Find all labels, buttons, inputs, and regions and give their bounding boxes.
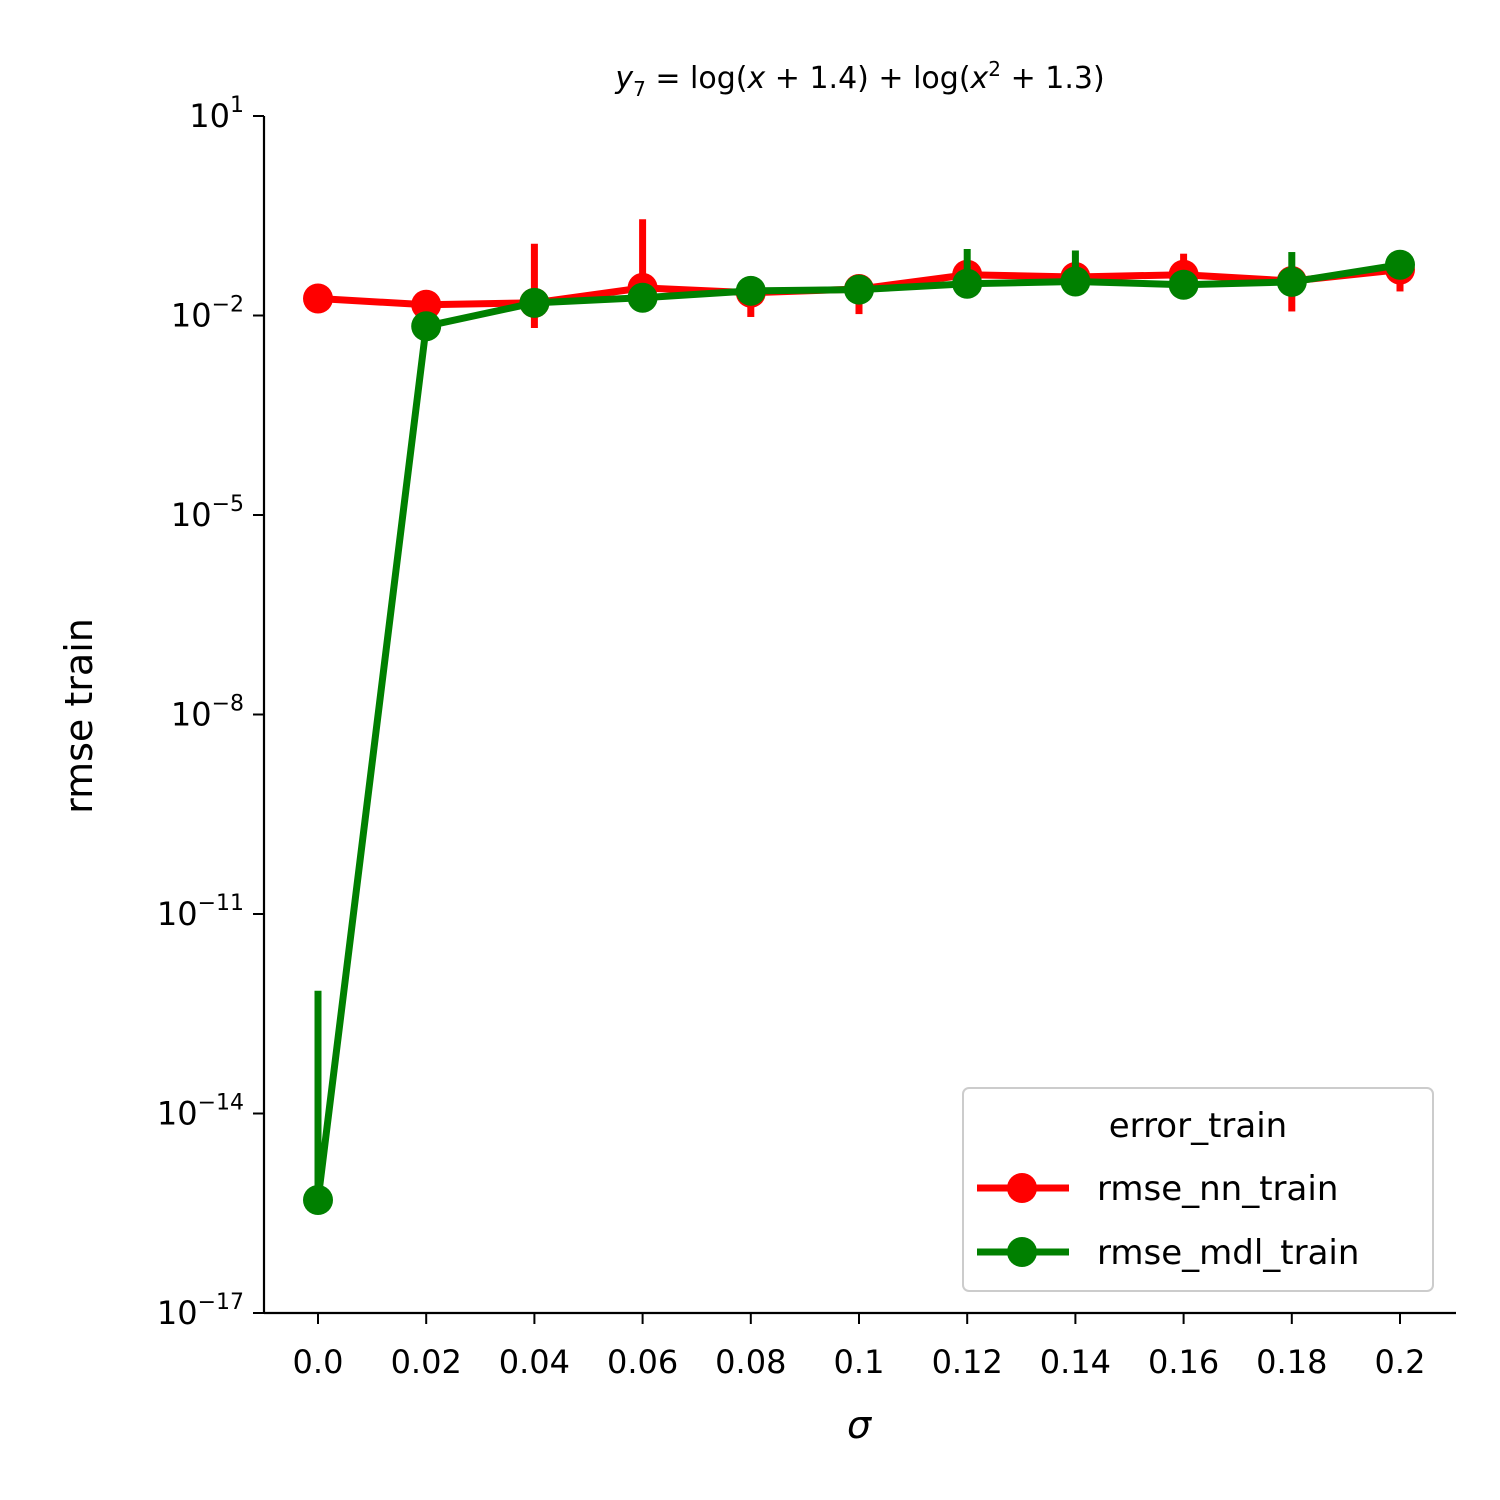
x-tick-label: 0.2	[1375, 1343, 1426, 1381]
legend-title: error_train	[1109, 1106, 1287, 1146]
legend-marker-rmse_nn_train	[1007, 1173, 1037, 1203]
x-tick-label: 0.02	[391, 1343, 462, 1381]
y-tick-label: 10−14	[157, 1091, 244, 1133]
x-tick-label: 0.04	[499, 1343, 570, 1381]
y-tick-label: 10−17	[157, 1290, 244, 1332]
data-point	[952, 268, 983, 299]
y-tick-label: 101	[189, 93, 244, 135]
x-axis-ticks: 0.0 0.02 0.04 0.06 0.08 0.1 0.12 0.14 0.16 0.18 0.…	[293, 1313, 1426, 1381]
data-point	[411, 311, 442, 342]
data-point	[303, 1185, 333, 1216]
legend: error_train rmse_nn_train rmse_mdl_train	[962, 1087, 1434, 1292]
y-tick-label: 10−8	[171, 692, 244, 734]
y-tick-label: 10−5	[171, 492, 244, 534]
series-line	[314, 261, 1401, 1201]
x-tick-label: 0.06	[607, 1343, 678, 1381]
chart-title: y7 = log(x + 1.4) + log(x2 + 1.3)	[614, 57, 1104, 101]
y-tick-label: 10−2	[171, 293, 244, 335]
data-point	[303, 283, 333, 314]
x-tick-label: 0.12	[932, 1343, 1003, 1381]
x-axis-label: σ	[847, 1403, 873, 1447]
legend-entries: rmse_nn_train rmse_mdl_train	[977, 1169, 1359, 1273]
y-axis-label: rmse train	[57, 618, 101, 814]
data-point	[1060, 266, 1091, 297]
series-rmse_nn_train	[303, 219, 1415, 328]
data-point	[519, 287, 550, 318]
series-rmse_mdl_train	[303, 249, 1415, 1216]
y-axis-ticks: 101 10−2 10−5 10−8 10−11 10−14 10−17	[157, 93, 264, 1332]
legend-frame	[962, 1087, 1434, 1292]
data-point	[411, 289, 442, 320]
y-tick-label: 10−11	[157, 891, 244, 933]
x-tick-label: 0.0	[293, 1343, 344, 1381]
data-point	[1385, 249, 1415, 280]
data-point	[627, 282, 658, 313]
x-tick-label: 0.1	[834, 1343, 885, 1381]
plot-area	[303, 219, 1415, 1216]
x-tick-label: 0.18	[1256, 1343, 1327, 1381]
data-point	[844, 274, 874, 305]
data-point	[735, 275, 766, 306]
x-tick-label: 0.08	[715, 1343, 786, 1381]
legend-label-rmse_mdl_train: rmse_mdl_train	[1097, 1233, 1359, 1273]
x-tick-label: 0.14	[1040, 1343, 1111, 1381]
x-tick-label: 0.16	[1148, 1343, 1219, 1381]
legend-label-rmse_nn_train: rmse_nn_train	[1097, 1169, 1338, 1209]
data-point	[1276, 266, 1307, 297]
data-point	[1168, 269, 1199, 300]
legend-marker-rmse_mdl_train	[1007, 1237, 1037, 1267]
